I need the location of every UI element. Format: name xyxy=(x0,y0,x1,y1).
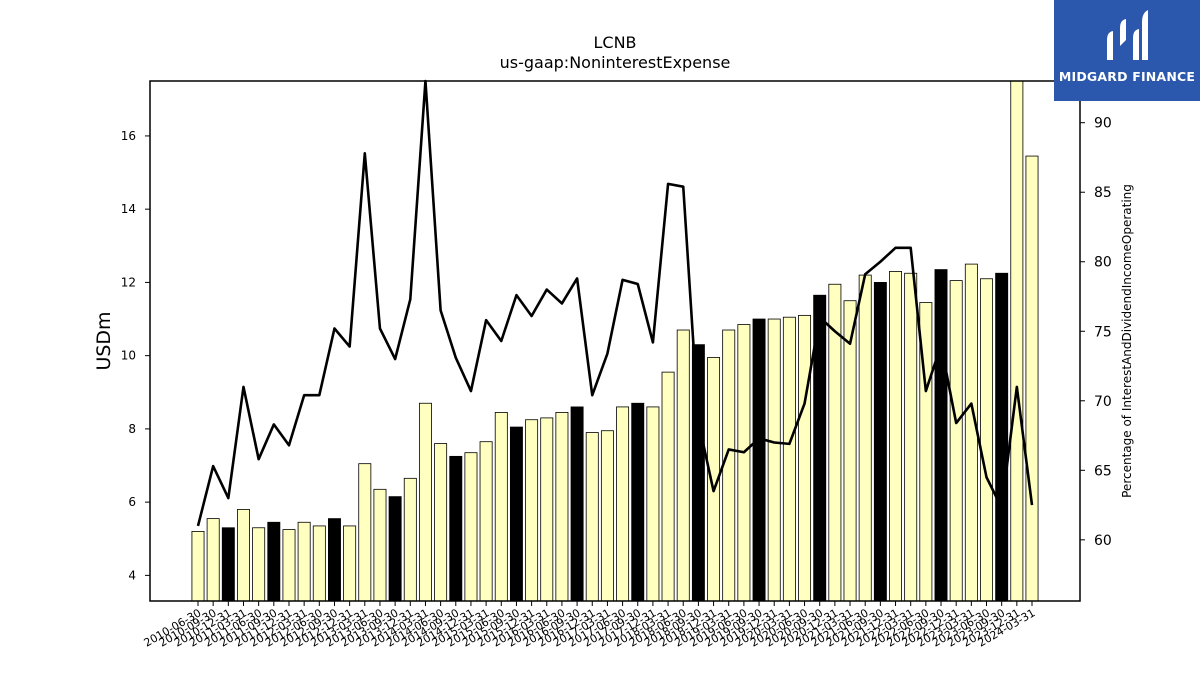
bar xyxy=(980,278,993,602)
y-axis-left: 4 6 8 10 12 16 14 xyxy=(121,129,150,582)
bar xyxy=(904,272,918,602)
y-tick-label: 10 xyxy=(121,349,136,363)
bar xyxy=(873,282,887,602)
bar xyxy=(206,518,220,602)
bar xyxy=(449,455,463,602)
line-series xyxy=(196,79,1034,527)
y-tick-label: 16 xyxy=(121,129,136,143)
bar xyxy=(509,426,523,602)
bar xyxy=(616,406,630,602)
y2-tick-label: 65 xyxy=(1094,463,1112,479)
bar xyxy=(676,329,690,602)
chart-title: LCNB xyxy=(593,33,636,52)
bar xyxy=(646,406,660,602)
x-axis: 2010-06-302010-09-302010-12-312011-03-31… xyxy=(142,601,1038,650)
y-tick-label: 6 xyxy=(128,495,136,509)
y2-tick-label: 90 xyxy=(1094,116,1112,132)
y-tick-label: 12 xyxy=(121,275,136,289)
logo-mark-icon xyxy=(1107,10,1148,60)
bar xyxy=(237,509,250,602)
bar xyxy=(798,314,812,602)
bar xyxy=(661,371,675,602)
bar xyxy=(358,463,372,602)
bar xyxy=(267,521,281,602)
bar xyxy=(282,529,296,602)
bar xyxy=(1025,155,1039,602)
bar xyxy=(964,263,978,602)
series-line xyxy=(196,79,1034,527)
bar xyxy=(949,280,963,602)
y2-tick-label: 75 xyxy=(1094,324,1112,340)
bar xyxy=(691,344,705,602)
bar xyxy=(631,402,645,602)
y-tick-label: 8 xyxy=(128,422,136,436)
bar xyxy=(1010,80,1024,602)
bar xyxy=(418,402,432,602)
bar xyxy=(388,496,402,602)
bar xyxy=(934,269,948,602)
bar xyxy=(722,329,736,602)
bar xyxy=(252,527,266,602)
bar xyxy=(843,300,857,602)
bar xyxy=(858,274,872,602)
y-axis-label: USDm xyxy=(93,311,115,370)
y2-axis-label: Percentage of InterestAndDividendIncomeO… xyxy=(1120,184,1134,498)
y-tick-label: 4 xyxy=(128,568,136,582)
midgard-finance-logo: MIDGARD FINANCE xyxy=(1054,0,1200,101)
bar xyxy=(570,406,584,602)
bar xyxy=(767,318,781,602)
bar xyxy=(221,527,235,602)
bar xyxy=(540,417,554,602)
y-axis-right: 60 65 70 75 80 85 90 xyxy=(1080,116,1112,549)
bar xyxy=(191,531,205,602)
bar xyxy=(403,477,417,602)
bar xyxy=(297,521,311,602)
y2-tick-label: 85 xyxy=(1094,185,1112,201)
bar xyxy=(479,441,493,602)
bar xyxy=(782,316,796,602)
bar xyxy=(600,430,614,602)
bar xyxy=(889,271,902,602)
y-tick-label: 14 xyxy=(121,202,136,216)
bar xyxy=(464,452,478,602)
bar xyxy=(373,488,387,602)
bar xyxy=(555,412,569,602)
bar xyxy=(343,525,357,602)
logo-text: MIDGARD FINANCE xyxy=(1058,69,1196,84)
bar xyxy=(525,419,539,602)
bar xyxy=(312,525,326,602)
plot-frame xyxy=(149,80,1081,602)
bar xyxy=(328,518,341,602)
bar xyxy=(752,318,766,602)
y2-tick-label: 60 xyxy=(1094,533,1112,549)
bar xyxy=(434,443,448,602)
y2-tick-label: 70 xyxy=(1094,394,1112,410)
bar xyxy=(585,432,599,602)
chart-subtitle: us-gaap:NoninterestExpense xyxy=(500,53,731,72)
bar-series xyxy=(191,80,1039,602)
y2-tick-label: 80 xyxy=(1094,255,1112,271)
bar xyxy=(494,412,508,602)
bar xyxy=(995,272,1009,602)
bar xyxy=(737,324,751,602)
